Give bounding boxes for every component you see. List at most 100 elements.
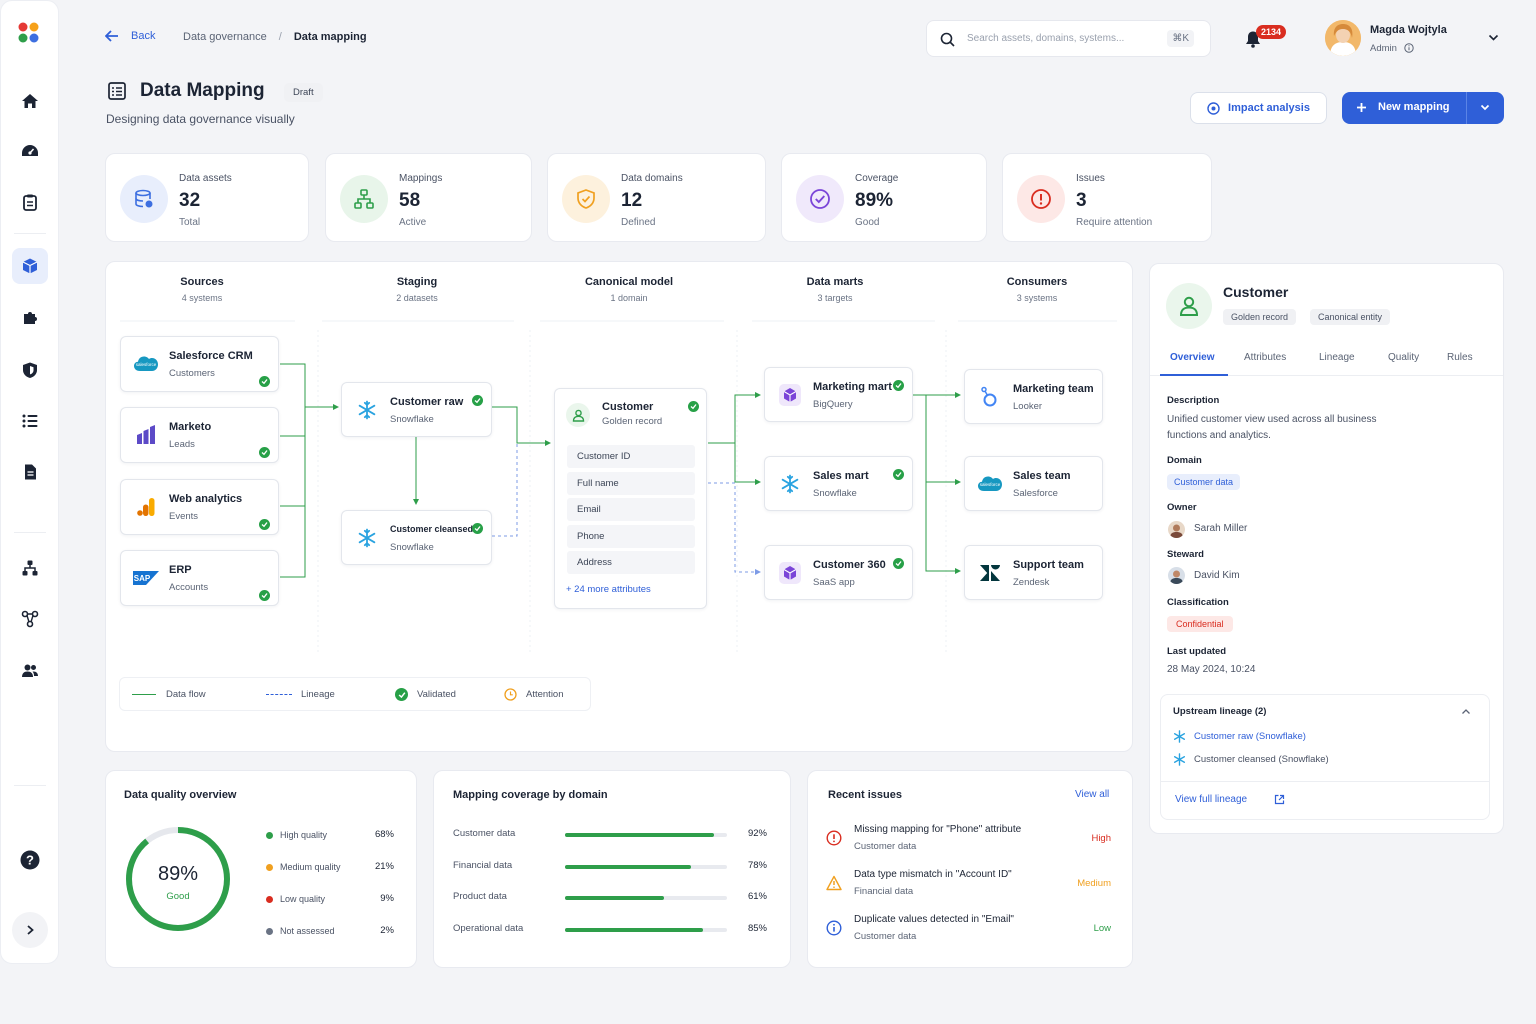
stat-card[interactable]: Coverage 89% Good [781,153,987,242]
stat-card[interactable]: Data domains 12 Defined [547,153,766,242]
attribute-row[interactable]: Address [567,551,695,574]
steward-avatar [1168,567,1185,584]
svg-text:salesforce: salesforce [980,482,1001,487]
data-cube-icon[interactable] [12,248,48,284]
classification-badge: Confidential [1167,616,1233,632]
validated-check-icon [893,469,904,480]
flow-node-consumers[interactable]: Marketing team Looker [964,369,1103,424]
flow-node-sources[interactable]: Web analytics Events [120,479,279,535]
quality-item-value: 9% [380,893,394,904]
search-input[interactable]: Search assets, domains, systems... [967,33,1125,44]
chevron-up-icon[interactable] [1461,708,1471,715]
network-nodes-icon[interactable] [12,601,48,637]
entity-detail-panel: Customer Golden record Canonical entity … [1149,263,1504,834]
customer-person-icon [1166,283,1212,329]
canonical-customer-node[interactable]: Customer Golden record Customer ID Full … [554,388,707,609]
document-icon[interactable] [12,454,48,490]
data-mapping-icon [108,82,126,100]
quality-item-value: 2% [380,925,394,936]
flow-node-staging[interactable]: Customer raw Snowflake [341,382,492,437]
impact-analysis-label: Impact analysis [1228,102,1310,114]
flow-node-sources[interactable]: Marketo Leads [120,407,279,463]
column-marts: Data marts 3 targets [806,276,864,303]
app-logo[interactable] [18,22,40,44]
quality-title: Data quality overview [124,789,237,801]
stat-card[interactable]: Data assets 32 Total [105,153,309,242]
hierarchy-icon[interactable] [12,550,48,586]
node-title: Sales team [1013,470,1071,482]
user-name: Magda Wojtyla [1370,24,1447,36]
issue-row[interactable]: Data type mismatch in "Account ID" Finan… [826,869,1118,905]
cube-icon [777,382,803,408]
avatar[interactable] [1325,20,1361,56]
tab-rules[interactable]: Rules [1447,352,1473,363]
user-role: Admin [1370,43,1397,54]
flow-node-marts[interactable]: Customer 360 SaaS app [764,545,913,600]
external-link-icon[interactable] [1274,794,1285,805]
issue-row[interactable]: Missing mapping for "Phone" attribute Cu… [826,824,1118,860]
attribute-row[interactable]: Email [567,498,695,521]
flow-node-marts[interactable]: Sales mart Snowflake [764,456,913,511]
column-sources: Sources 4 systems [180,276,224,303]
coverage-row: Product data 61% [453,891,773,905]
issue-icon [826,920,842,941]
home-icon[interactable] [12,83,48,119]
stat-label: Data assets [179,173,232,184]
more-attributes-link[interactable]: + 24 more attributes [566,584,651,595]
attribute-row[interactable]: Full name [567,472,695,495]
flow-node-staging[interactable]: Customer cleansed Snowflake [341,510,492,565]
warning-triangle-icon [826,875,842,891]
updated-label: Last updated [1167,646,1227,657]
coverage-bar-fill [565,927,703,932]
user-menu-chevron-icon[interactable] [1488,34,1499,42]
flow-node-sources[interactable]: SAP ERP Accounts [120,550,279,606]
search-bar[interactable]: Search assets, domains, systems... ⌘K [926,20,1211,57]
recent-issues-card: Recent issues View all Missing mapping f… [807,770,1133,968]
chevron-down-icon[interactable] [1480,104,1490,112]
node-title: Salesforce CRM [169,350,253,362]
upstream-item[interactable]: Customer cleansed (Snowflake) [1194,754,1329,765]
validated-check-icon [893,380,904,391]
flow-node-consumers[interactable]: salesforce Sales team Salesforce [964,456,1103,511]
tab-quality[interactable]: Quality [1388,352,1420,363]
flow-node-sources[interactable]: salesforce Salesforce CRM Customers [120,336,279,392]
coverage-label: Product data [453,891,507,902]
view-full-lineage-link[interactable]: View full lineage [1175,794,1248,805]
new-mapping-button[interactable]: New mapping [1342,92,1504,124]
tab-overview[interactable]: Overview [1170,352,1215,363]
quality-item-label: Medium quality [280,862,341,872]
flow-node-consumers[interactable]: Support team Zendesk [964,545,1103,600]
help-icon[interactable]: ? [12,842,48,878]
view-all-link[interactable]: View all [1075,789,1110,800]
issue-row[interactable]: Duplicate values detected in "Email" Cus… [826,914,1118,950]
active-tab-indicator [1160,374,1228,376]
list-icon[interactable] [12,403,48,439]
alert-icon [1017,175,1065,223]
attention-clock-icon [504,688,517,701]
node-title: Customer 360 [813,559,886,571]
stat-card[interactable]: Mappings 58 Active [325,153,532,242]
clipboard-icon[interactable] [12,184,48,220]
marketo-logo-icon [133,422,159,448]
validated-check-icon [259,519,270,530]
back-button[interactable]: Back [105,30,155,42]
expand-sidebar-button[interactable] [12,912,48,948]
users-icon[interactable] [12,653,48,689]
attribute-row[interactable]: Phone [567,525,695,548]
puzzle-icon[interactable] [12,300,48,336]
dashboard-icon[interactable] [12,133,48,169]
impact-analysis-button[interactable]: Impact analysis [1190,92,1327,124]
stat-card[interactable]: Issues 3 Require attention [1002,153,1212,242]
breadcrumb-parent[interactable]: Data governance [183,31,267,43]
upstream-item[interactable]: Customer raw (Snowflake) [1194,731,1306,742]
node-title: Customer raw [390,396,464,408]
flow-node-marts[interactable]: Marketing mart BigQuery [764,367,913,422]
domain-tag[interactable]: Customer data [1167,474,1241,490]
attribute-row[interactable]: Customer ID [567,445,695,468]
info-icon [1404,43,1414,53]
tab-attributes[interactable]: Attributes [1244,352,1287,363]
coverage-label: Customer data [453,828,516,839]
legend-flow-line [132,694,156,695]
security-shield-icon[interactable] [12,352,48,388]
tab-lineage[interactable]: Lineage [1319,352,1355,363]
